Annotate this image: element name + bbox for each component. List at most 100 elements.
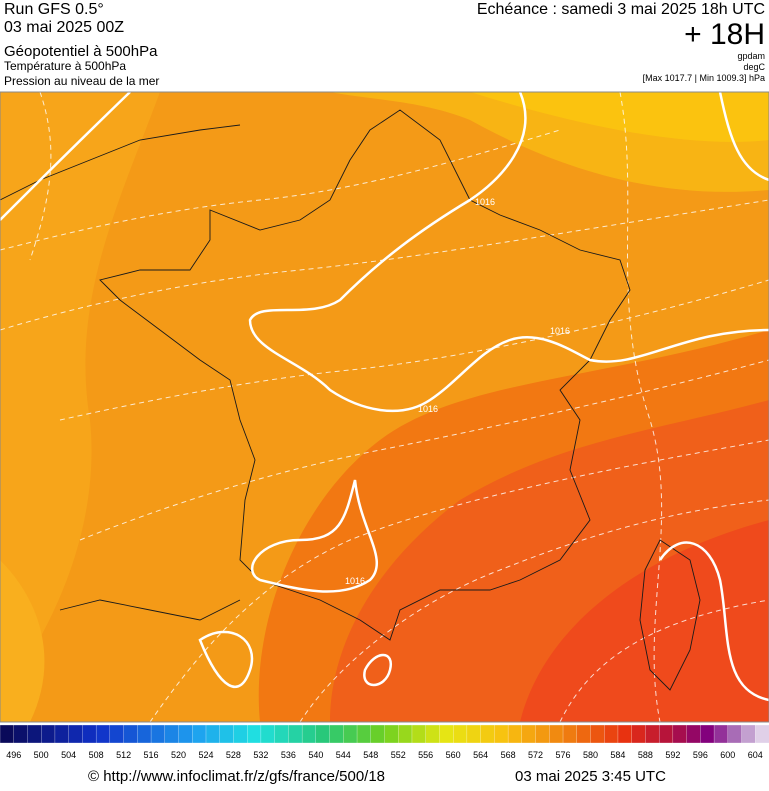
colorbar-label: 564 bbox=[473, 750, 488, 760]
colorbar-label: 516 bbox=[144, 750, 159, 760]
colorbar-swatch bbox=[260, 724, 276, 744]
colorbar-swatch bbox=[54, 724, 70, 744]
colorbar-swatch bbox=[631, 724, 647, 744]
field-zone bbox=[470, 92, 769, 142]
colorbar-swatch bbox=[315, 724, 331, 744]
run-label: Run GFS 0.5° bbox=[4, 1, 104, 18]
colorbar-label: 576 bbox=[556, 750, 571, 760]
colorbar-label: 556 bbox=[418, 750, 433, 760]
colorbar-swatch bbox=[741, 724, 756, 744]
colorbar-swatch bbox=[700, 724, 715, 744]
colorbar-swatch bbox=[95, 724, 111, 744]
map: 1016 1016 1016 1016 bbox=[0, 92, 769, 722]
colorbar-swatch bbox=[329, 724, 344, 744]
colorbar-swatch bbox=[645, 724, 660, 744]
isobar-label: 1016 bbox=[345, 576, 365, 586]
colorbar-label: 500 bbox=[34, 750, 49, 760]
colorbar-swatch bbox=[617, 724, 633, 744]
map-frame bbox=[0, 91, 769, 723]
colorbar-swatch bbox=[439, 724, 454, 744]
colorbar-swatch bbox=[658, 724, 674, 744]
colorbar-swatch bbox=[274, 724, 290, 744]
colorbar-label: 504 bbox=[61, 750, 76, 760]
colorbar-swatch bbox=[713, 724, 729, 744]
colorbar-swatch bbox=[453, 724, 468, 744]
colorbar-label: 524 bbox=[198, 750, 213, 760]
colorbar-label: 592 bbox=[665, 750, 680, 760]
colorbar-swatch bbox=[535, 724, 550, 744]
colorbar-swatch bbox=[590, 724, 605, 744]
unit-degc: degC bbox=[743, 62, 765, 72]
isotherms bbox=[0, 92, 769, 722]
colorbar-label: 544 bbox=[336, 750, 351, 760]
colorbar-label: 552 bbox=[391, 750, 406, 760]
colorbar-swatch bbox=[233, 724, 248, 744]
colorbar-swatch bbox=[356, 724, 372, 744]
colorbar-swatch bbox=[137, 724, 152, 744]
field-pressure: Pression au niveau de la mer bbox=[4, 74, 159, 88]
colorbar-swatch bbox=[425, 724, 441, 744]
colorbar-label: 508 bbox=[89, 750, 104, 760]
colorbar-label: 600 bbox=[720, 750, 735, 760]
colorbar-label: 528 bbox=[226, 750, 241, 760]
colorbar-swatch bbox=[480, 724, 496, 744]
colorbar-swatch bbox=[370, 724, 386, 744]
colorbar-swatch bbox=[192, 724, 207, 744]
field-zone bbox=[0, 560, 45, 722]
colorbar-swatch bbox=[82, 724, 97, 744]
header: Run GFS 0.5° 03 mai 2025 00Z Géopotentie… bbox=[4, 1, 766, 88]
colorbar-swatch bbox=[686, 724, 701, 744]
colorbar-swatch bbox=[466, 724, 482, 744]
colorbar-swatch bbox=[672, 724, 688, 744]
colorbar-swatch bbox=[0, 724, 15, 744]
isobar-label: 1016 bbox=[550, 326, 570, 336]
colorbar-swatch bbox=[507, 724, 523, 744]
colorbar-swatch bbox=[68, 724, 84, 744]
colorbar-label: 604 bbox=[748, 750, 763, 760]
colorbar-swatch bbox=[521, 724, 537, 744]
colorbar-swatch bbox=[205, 724, 221, 744]
colorbar-label: 496 bbox=[6, 750, 21, 760]
colorbar-swatch bbox=[755, 724, 769, 744]
isobar-label: 1016 bbox=[418, 404, 438, 414]
colorbar-swatch bbox=[301, 724, 317, 744]
colorbar-swatch bbox=[150, 724, 166, 744]
footer: © http://www.infoclimat.fr/z/gfs/france/… bbox=[88, 768, 666, 785]
colorbar-swatch bbox=[288, 724, 303, 744]
unit-gpdam: gpdam bbox=[737, 51, 765, 61]
colorbar-label: 532 bbox=[253, 750, 268, 760]
colorbar-label: 584 bbox=[610, 750, 625, 760]
colorbar-swatch bbox=[604, 724, 619, 744]
colorbar-label: 512 bbox=[116, 750, 131, 760]
colorbar-swatch bbox=[27, 724, 42, 744]
colorbar-swatch bbox=[219, 724, 235, 744]
colorbar-label: 572 bbox=[528, 750, 543, 760]
colorbar-label: 540 bbox=[308, 750, 323, 760]
timestamp: 03 mai 2025 3:45 UTC bbox=[515, 768, 666, 785]
colorbar-label: 536 bbox=[281, 750, 296, 760]
colorbar-label: 580 bbox=[583, 750, 598, 760]
colorbar-label: 520 bbox=[171, 750, 186, 760]
colorbar-swatch bbox=[164, 724, 180, 744]
field-zone bbox=[520, 520, 769, 722]
lead-time: + 18H bbox=[684, 18, 765, 51]
colorbar-swatch bbox=[343, 724, 358, 744]
pressure-range: [Max 1017.7 | Min 1009.3] hPa bbox=[643, 73, 765, 83]
isobar-label: 1016 bbox=[475, 197, 495, 207]
colorbar-label: 548 bbox=[363, 750, 378, 760]
colorbar-swatch bbox=[494, 724, 509, 744]
source-credit: © http://www.infoclimat.fr/z/gfs/france/… bbox=[88, 768, 385, 785]
colorbar-swatch bbox=[398, 724, 413, 744]
colorbar-label: 560 bbox=[446, 750, 461, 760]
forecast-time: Echéance : samedi 3 mai 2025 18h UTC bbox=[477, 1, 765, 18]
colorbar-swatch bbox=[562, 724, 578, 744]
colorbar-swatch bbox=[247, 724, 262, 744]
colorbar-swatch bbox=[549, 724, 564, 744]
colorbar: 496 500 504 508 512 516 520 524 528 532 536 540 544 5… bbox=[0, 724, 769, 760]
colorbar-swatch bbox=[384, 724, 399, 744]
colorbar-swatch bbox=[727, 724, 743, 744]
field-zone bbox=[0, 92, 160, 700]
colorbar-swatch bbox=[123, 724, 138, 744]
colorbar-swatch bbox=[109, 724, 125, 744]
